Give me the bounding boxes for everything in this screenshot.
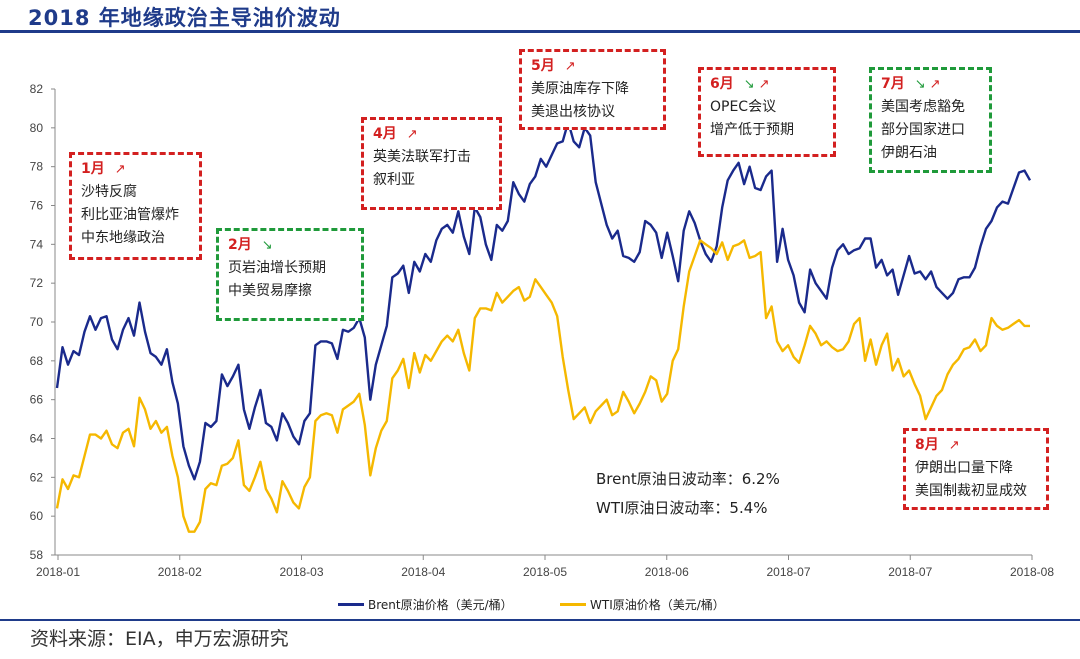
page-title: 2018 年地缘政治主导油价波动 — [28, 6, 341, 30]
y-tick-label: 60 — [30, 509, 44, 523]
annotation-month-label: 4月 — [373, 126, 397, 142]
y-tick-label: 74 — [30, 237, 44, 251]
chart-axes: 58 60 62 64 66 68 70 72 74 76 78 80 82 2018-01 2018-02… — [30, 82, 1055, 579]
arrow-up-icon: ↗ — [948, 438, 960, 453]
y-tick-label: 64 — [30, 432, 44, 446]
arrow-up-icon: ↗ — [564, 59, 576, 74]
annotation-box: 8月 ↗ 伊朗出口量下降 美国制裁初显成效 — [903, 428, 1049, 510]
annotation-box: 4月 ↗ 英美法联军打击 叙利亚 — [361, 117, 502, 210]
annotation-line: 页岩油增长预期 — [228, 260, 326, 276]
y-tick-label: 58 — [30, 548, 44, 562]
arrow-up-icon: ↗ — [114, 162, 126, 177]
annotation-month: 1月 ↗ — [81, 158, 190, 181]
arrow-down-icon: ↘ — [261, 238, 273, 253]
annotation-box: 1月 ↗ 沙特反腐利比亚油管爆炸 中东地缘政治 — [69, 152, 202, 260]
arrow-up-icon: ↗ — [406, 127, 418, 142]
legend-brent-swatch — [338, 603, 364, 606]
x-tick-label: 2018-05 — [523, 565, 567, 579]
annotation-month: 8月 ↗ — [915, 434, 1037, 457]
chart-series — [55, 120, 1032, 533]
annotation-line: 伊朗出口量下降 — [915, 460, 1013, 476]
annotation-box: 7月 ↘ ↗ 美国考虑豁免 部分国家进口 伊朗石油 — [869, 67, 992, 173]
wti-volatility: WTI原油日波动率：5.4% — [596, 499, 768, 517]
source-note: 资料来源：EIA，申万宏源研究 — [30, 628, 289, 650]
annotation-line: OPEC会议 — [710, 99, 777, 115]
annotation-month-label: 7月 — [881, 76, 905, 92]
arrow-up-icon: ↗ — [758, 77, 770, 92]
annotation-month: 4月 ↗ — [373, 123, 490, 146]
annotation-line: 美国考虑豁免 — [881, 99, 965, 115]
annotation-box: 6月 ↘ ↗ OPEC会议增产低于预期 — [698, 67, 836, 157]
annotation-month-label: 8月 — [915, 437, 939, 453]
y-tick-label: 70 — [30, 315, 44, 329]
annotation-month: 2月 ↘ — [228, 234, 352, 257]
annotation-month: 6月 ↘ ↗ — [710, 73, 824, 96]
arrow-up-icon: ↗ — [929, 77, 941, 92]
y-tick-label: 82 — [30, 82, 44, 96]
legend-brent-label: Brent原油价格（美元/桶） — [368, 598, 513, 612]
annotation-box: 5月 ↗ 美原油库存下降 美退出核协议 — [519, 49, 666, 130]
y-tick-label: 68 — [30, 354, 44, 368]
annotation-month: 5月 ↗ — [531, 55, 654, 78]
x-tick-label: 2018-02 — [158, 565, 202, 579]
annotation-line: 部分国家进口 — [881, 122, 965, 138]
footer-divider — [0, 619, 1080, 621]
annotation-month-label: 2月 — [228, 237, 252, 253]
x-tick-label: 2018-01 — [36, 565, 80, 579]
x-tick-label: 2018-04 — [401, 565, 445, 579]
y-tick-label: 76 — [30, 199, 44, 213]
x-tick-label: 2018-07 — [888, 565, 932, 579]
annotation-line: 伊朗石油 — [881, 145, 937, 161]
annotation-box: 2月 ↘ 页岩油增长预期 中美贸易摩擦 — [216, 228, 364, 321]
arrow-down-icon: ↘ — [743, 77, 755, 92]
title-divider — [0, 30, 1080, 33]
annotation-line: 英美法联军打击 — [373, 149, 471, 165]
y-tick-label: 72 — [30, 276, 44, 290]
annotation-line: 沙特反腐 — [81, 184, 137, 200]
annotation-line: 中东地缘政治 — [81, 230, 165, 246]
legend-wti: WTI原油价格（美元/桶） — [560, 596, 725, 613]
brent-line — [55, 120, 1032, 481]
y-tick-label: 78 — [30, 160, 44, 174]
arrow-down-icon: ↘ — [914, 77, 926, 92]
brent-volatility: Brent原油日波动率：6.2% — [596, 470, 780, 488]
x-tick-label: 2018-03 — [279, 565, 323, 579]
annotation-month: 7月 ↘ ↗ — [881, 73, 980, 96]
annotation-line: 中美贸易摩擦 — [228, 283, 312, 299]
legend-brent: Brent原油价格（美元/桶） — [338, 596, 513, 613]
y-tick-label: 66 — [30, 393, 44, 407]
annotation-month-label: 5月 — [531, 58, 555, 74]
x-tick-label: 2018-08 — [1010, 565, 1054, 579]
x-tick-label: 2018-07 — [766, 565, 810, 579]
annotation-line: 美原油库存下降 — [531, 81, 629, 97]
legend-wti-swatch — [560, 603, 586, 606]
annotation-line: 利比亚油管爆炸 — [81, 207, 179, 223]
annotation-line: 美国制裁初显成效 — [915, 483, 1027, 499]
annotation-line: 美退出核协议 — [531, 104, 615, 120]
annotation-line: 叙利亚 — [373, 172, 415, 188]
legend-wti-label: WTI原油价格（美元/桶） — [590, 598, 725, 612]
y-tick-label: 80 — [30, 121, 44, 135]
annotation-month-label: 6月 — [710, 76, 734, 92]
wti-line — [55, 239, 1030, 533]
annotation-line: 增产低于预期 — [710, 122, 794, 138]
y-tick-label: 62 — [30, 470, 44, 484]
annotation-month-label: 1月 — [81, 161, 105, 177]
x-tick-label: 2018-06 — [645, 565, 689, 579]
